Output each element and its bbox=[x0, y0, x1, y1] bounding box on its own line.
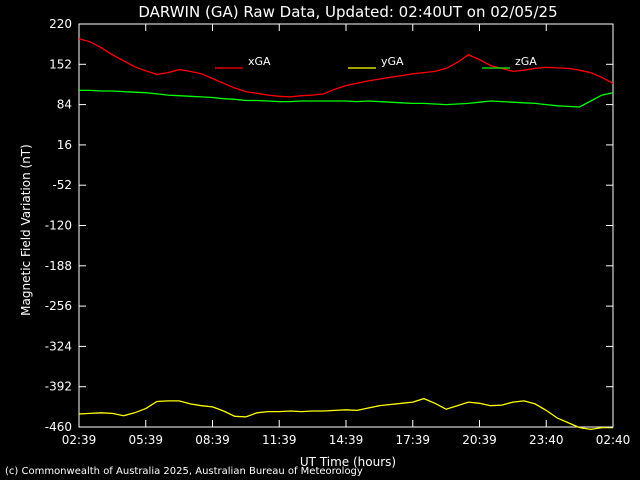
y-tick-label: 84 bbox=[57, 98, 72, 112]
y-tick-label: -324 bbox=[45, 339, 72, 353]
y-tick-label: -460 bbox=[45, 420, 72, 434]
x-tick-label: 20:39 bbox=[462, 433, 497, 447]
x-tick-label: 14:39 bbox=[329, 433, 364, 447]
y-tick-label: -392 bbox=[45, 380, 72, 394]
legend: xGA yGA zGA bbox=[215, 55, 537, 69]
legend-label-yGA: yGA bbox=[381, 55, 404, 68]
x-axis: 02:39 05:39 08:39 11:39 14:39 17:39 20:39 23:40… bbox=[62, 24, 631, 447]
y-tick-label: -188 bbox=[45, 259, 72, 273]
x-axis-label: UT Time (hours) bbox=[300, 455, 396, 469]
y-tick-label: 16 bbox=[57, 138, 72, 152]
legend-label-xGA: xGA bbox=[248, 55, 271, 68]
x-tick-label: 11:39 bbox=[262, 433, 297, 447]
legend-label-zGA: zGA bbox=[515, 55, 537, 68]
y-tick-label: 220 bbox=[49, 17, 72, 31]
copyright-credit: (c) Commonwealth of Australia 2025, Aust… bbox=[5, 466, 363, 477]
y-tick-label: -120 bbox=[45, 219, 72, 233]
x-tick-label: 05:39 bbox=[128, 433, 163, 447]
series-line-yGA bbox=[78, 397, 613, 431]
plot-area bbox=[78, 23, 614, 431]
y-tick-label: -256 bbox=[45, 299, 72, 313]
y-axis: 220 152 84 16 -52 -120 -188 -256 -324 -392 -460 bbox=[45, 17, 613, 434]
x-tick-label: 23:40 bbox=[529, 433, 564, 447]
y-axis-label: Magnetic Field Variation (nT) bbox=[19, 144, 33, 316]
x-tick-label: 17:39 bbox=[395, 433, 430, 447]
y-tick-label: -52 bbox=[52, 178, 72, 192]
x-tick-label: 02:40 bbox=[596, 433, 631, 447]
plot-frame bbox=[78, 23, 614, 428]
series-line-zGA bbox=[79, 89, 614, 108]
chart-title: DARWIN (GA) Raw Data, Updated: 02:40UT o… bbox=[138, 3, 557, 21]
series-line-xGA bbox=[78, 38, 614, 98]
y-tick-label: 152 bbox=[49, 57, 72, 71]
x-tick-label: 08:39 bbox=[195, 433, 230, 447]
x-tick-label: 02:39 bbox=[62, 433, 97, 447]
